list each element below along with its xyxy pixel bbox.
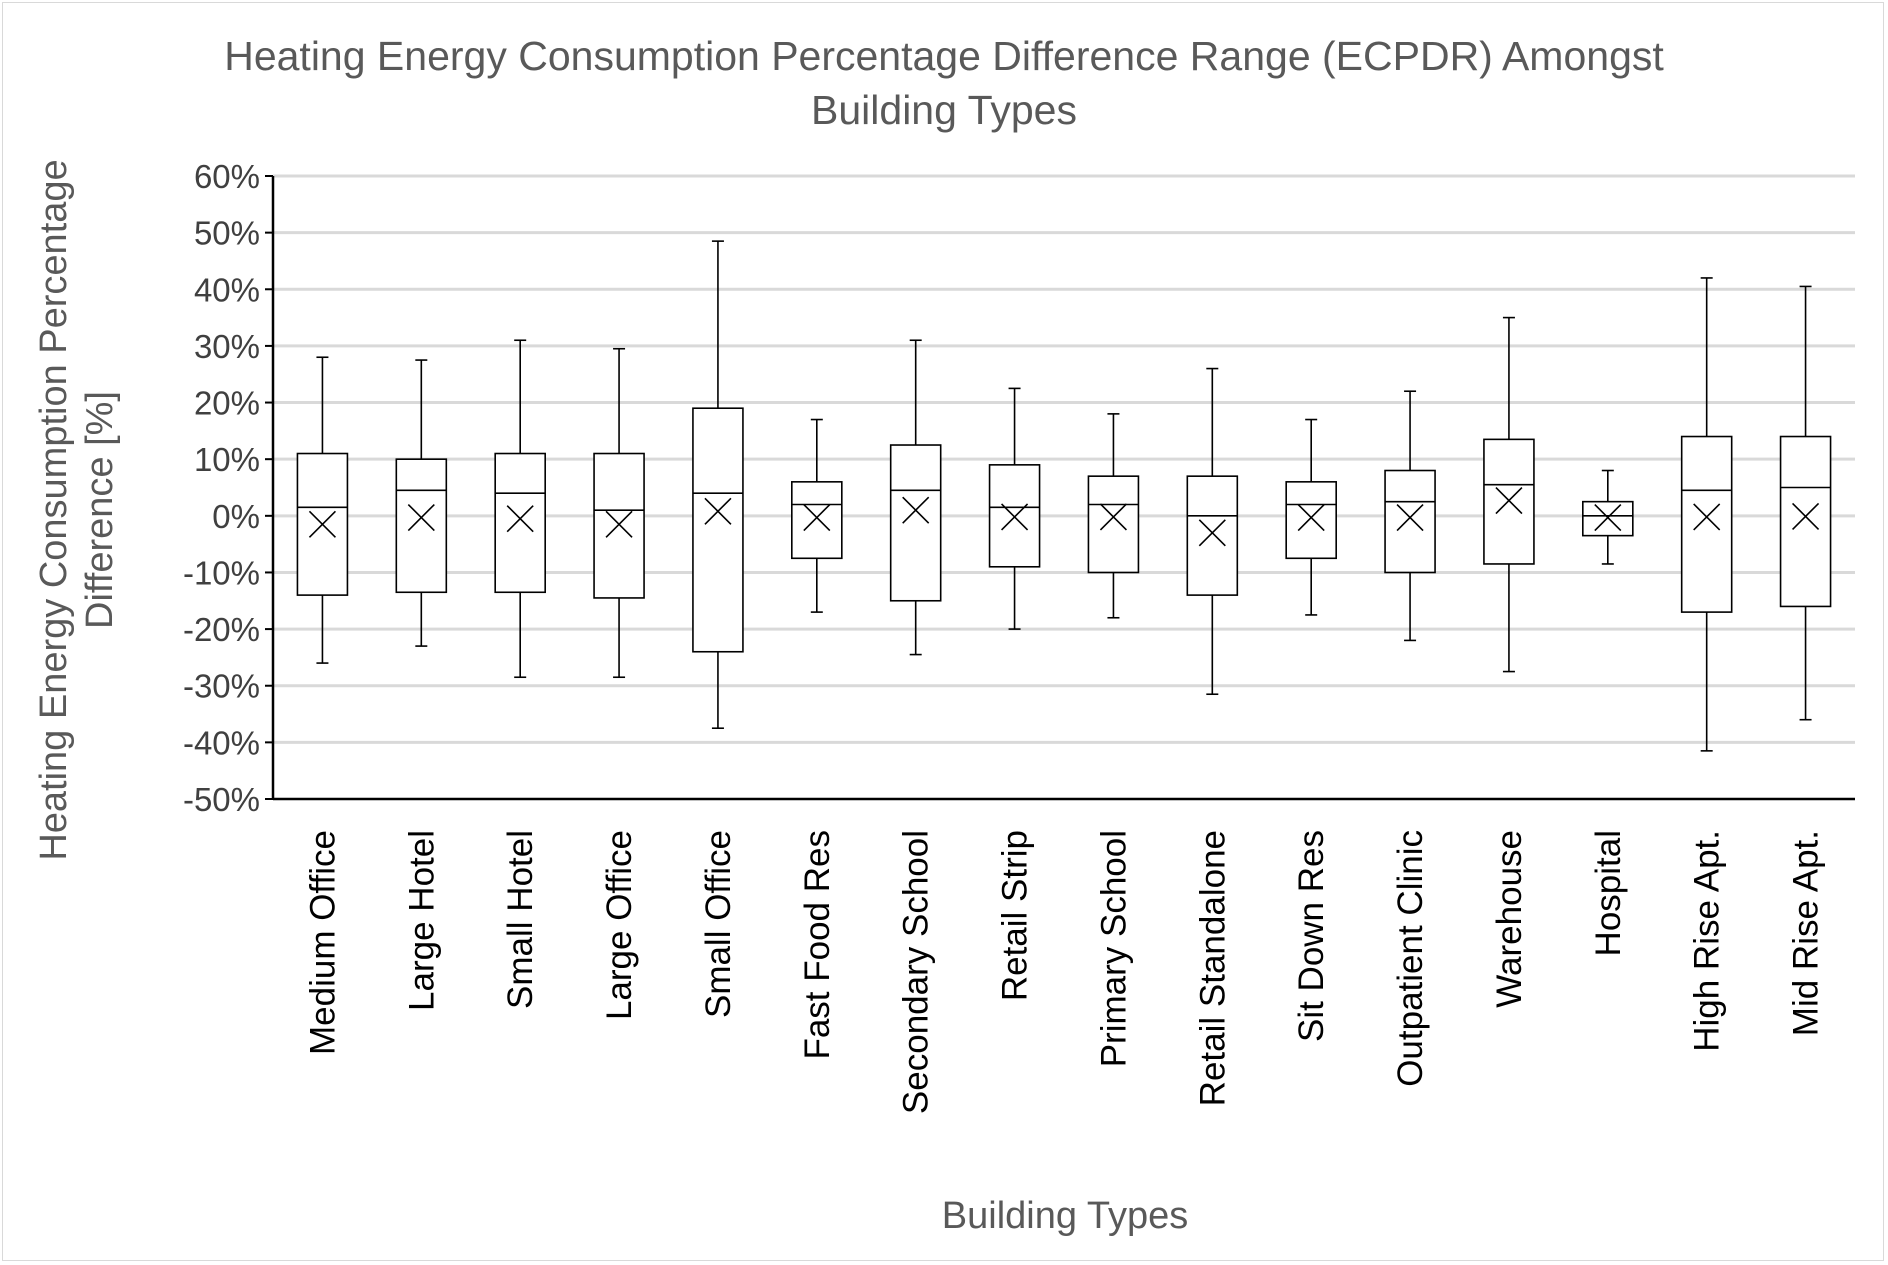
- boxes: [296, 240, 1832, 752]
- iqr-box: [1087, 475, 1140, 574]
- category-label: Fast Food Res: [798, 830, 837, 1060]
- box-sit-down-res: [1285, 418, 1337, 616]
- y-tick-label: 40%: [194, 271, 260, 308]
- x-axis-categories: Medium Office Large Hotel Small Hotel Large…: [303, 830, 1825, 1114]
- mean-marker: [704, 497, 732, 525]
- category-label: Hospital: [1589, 830, 1628, 956]
- box-mid-rise-apt: [1779, 285, 1832, 721]
- box-small-hotel: [494, 339, 546, 679]
- y-tick-label: -50%: [183, 781, 260, 818]
- iqr-box: [1680, 435, 1733, 613]
- box-large-office: [593, 347, 645, 679]
- chart-title-line-1: Heating Energy Consumption Percentage Di…: [224, 33, 1664, 79]
- category-label: High Rise Apt.: [1688, 830, 1727, 1052]
- mean-marker: [902, 496, 930, 524]
- y-tick-label: -10%: [183, 554, 260, 591]
- box-high-rise-apt: [1680, 277, 1733, 752]
- category-label: Small Hotel: [501, 830, 540, 1009]
- iqr-box: [1582, 500, 1634, 537]
- iqr-box: [593, 452, 645, 599]
- mean-marker: [1693, 503, 1721, 531]
- mean-marker: [1198, 519, 1226, 547]
- y-tick-label: 60%: [194, 158, 260, 195]
- category-label: Mid Rise Apt.: [1787, 830, 1826, 1036]
- y-tick-label: 10%: [194, 441, 260, 478]
- box-hospital: [1582, 469, 1634, 565]
- iqr-box: [395, 458, 448, 594]
- iqr-box: [791, 481, 843, 560]
- box-small-office: [692, 240, 744, 730]
- mean-marker: [1396, 503, 1424, 532]
- iqr-box: [1186, 475, 1239, 596]
- y-tick-label: 0%: [212, 498, 260, 535]
- mean-marker: [1297, 503, 1325, 532]
- box-large-hotel: [395, 359, 448, 647]
- axes: [271, 176, 1855, 801]
- iqr-box: [1779, 435, 1832, 608]
- mean-marker: [1791, 502, 1820, 530]
- y-axis-ticks: 60% 50% 40% 30% 20% 10% 0% -10% -20% -30% -40% -50%: [183, 158, 273, 818]
- category-label: Sit Down Res: [1292, 830, 1331, 1042]
- iqr-box: [494, 452, 546, 594]
- iqr-box: [1483, 438, 1535, 565]
- category-label: Large Hotel: [402, 830, 441, 1011]
- box-primary-school: [1087, 413, 1140, 619]
- y-tick-label: -30%: [183, 668, 260, 705]
- mean-marker: [407, 503, 435, 532]
- mean-marker: [605, 510, 633, 538]
- y-tick-label: 20%: [194, 385, 260, 422]
- mean-marker: [506, 505, 534, 533]
- x-axis-title: Building Types: [942, 1195, 1188, 1237]
- iqr-box: [988, 464, 1041, 568]
- iqr-box: [1384, 469, 1436, 574]
- mean-marker: [1495, 486, 1523, 515]
- y-axis-title: Heating Energy Consumption Percentage Di…: [33, 159, 121, 860]
- box-fast-food-res: [791, 418, 843, 613]
- mean-marker: [1000, 503, 1029, 531]
- y-axis-title-line-2: Difference [%]: [79, 391, 121, 629]
- box-outpatient-clinic: [1384, 390, 1436, 642]
- category-label: Secondary School: [897, 830, 936, 1114]
- box-retail-standalone: [1186, 367, 1239, 696]
- box-retail-strip: [988, 387, 1041, 630]
- mean-marker: [1099, 503, 1128, 531]
- y-tick-label: -20%: [183, 611, 260, 648]
- category-label: Large Office: [600, 830, 639, 1020]
- y-axis-title-line-1: Heating Energy Consumption Percentage: [33, 159, 75, 860]
- iqr-box: [1285, 481, 1337, 560]
- box-secondary-school: [889, 339, 942, 656]
- chart-title-line-2: Building Types: [811, 87, 1077, 133]
- iqr-box: [692, 407, 744, 653]
- box-warehouse: [1483, 316, 1535, 673]
- category-label: Primary School: [1094, 830, 1133, 1067]
- category-label: Retail Strip: [996, 830, 1035, 1001]
- category-label: Small Office: [699, 830, 738, 1018]
- category-label: Warehouse: [1490, 830, 1529, 1008]
- category-label: Medium Office: [303, 830, 342, 1055]
- iqr-box: [889, 444, 942, 602]
- y-tick-label: 30%: [194, 328, 260, 365]
- y-tick-label: -40%: [183, 724, 260, 761]
- mean-marker: [803, 503, 831, 532]
- category-label: Outpatient Clinic: [1391, 830, 1430, 1087]
- category-label: Retail Standalone: [1193, 830, 1232, 1106]
- mean-marker: [1594, 503, 1622, 532]
- mean-marker: [308, 510, 337, 538]
- y-tick-label: 50%: [194, 215, 260, 252]
- box-medium-office: [296, 356, 349, 664]
